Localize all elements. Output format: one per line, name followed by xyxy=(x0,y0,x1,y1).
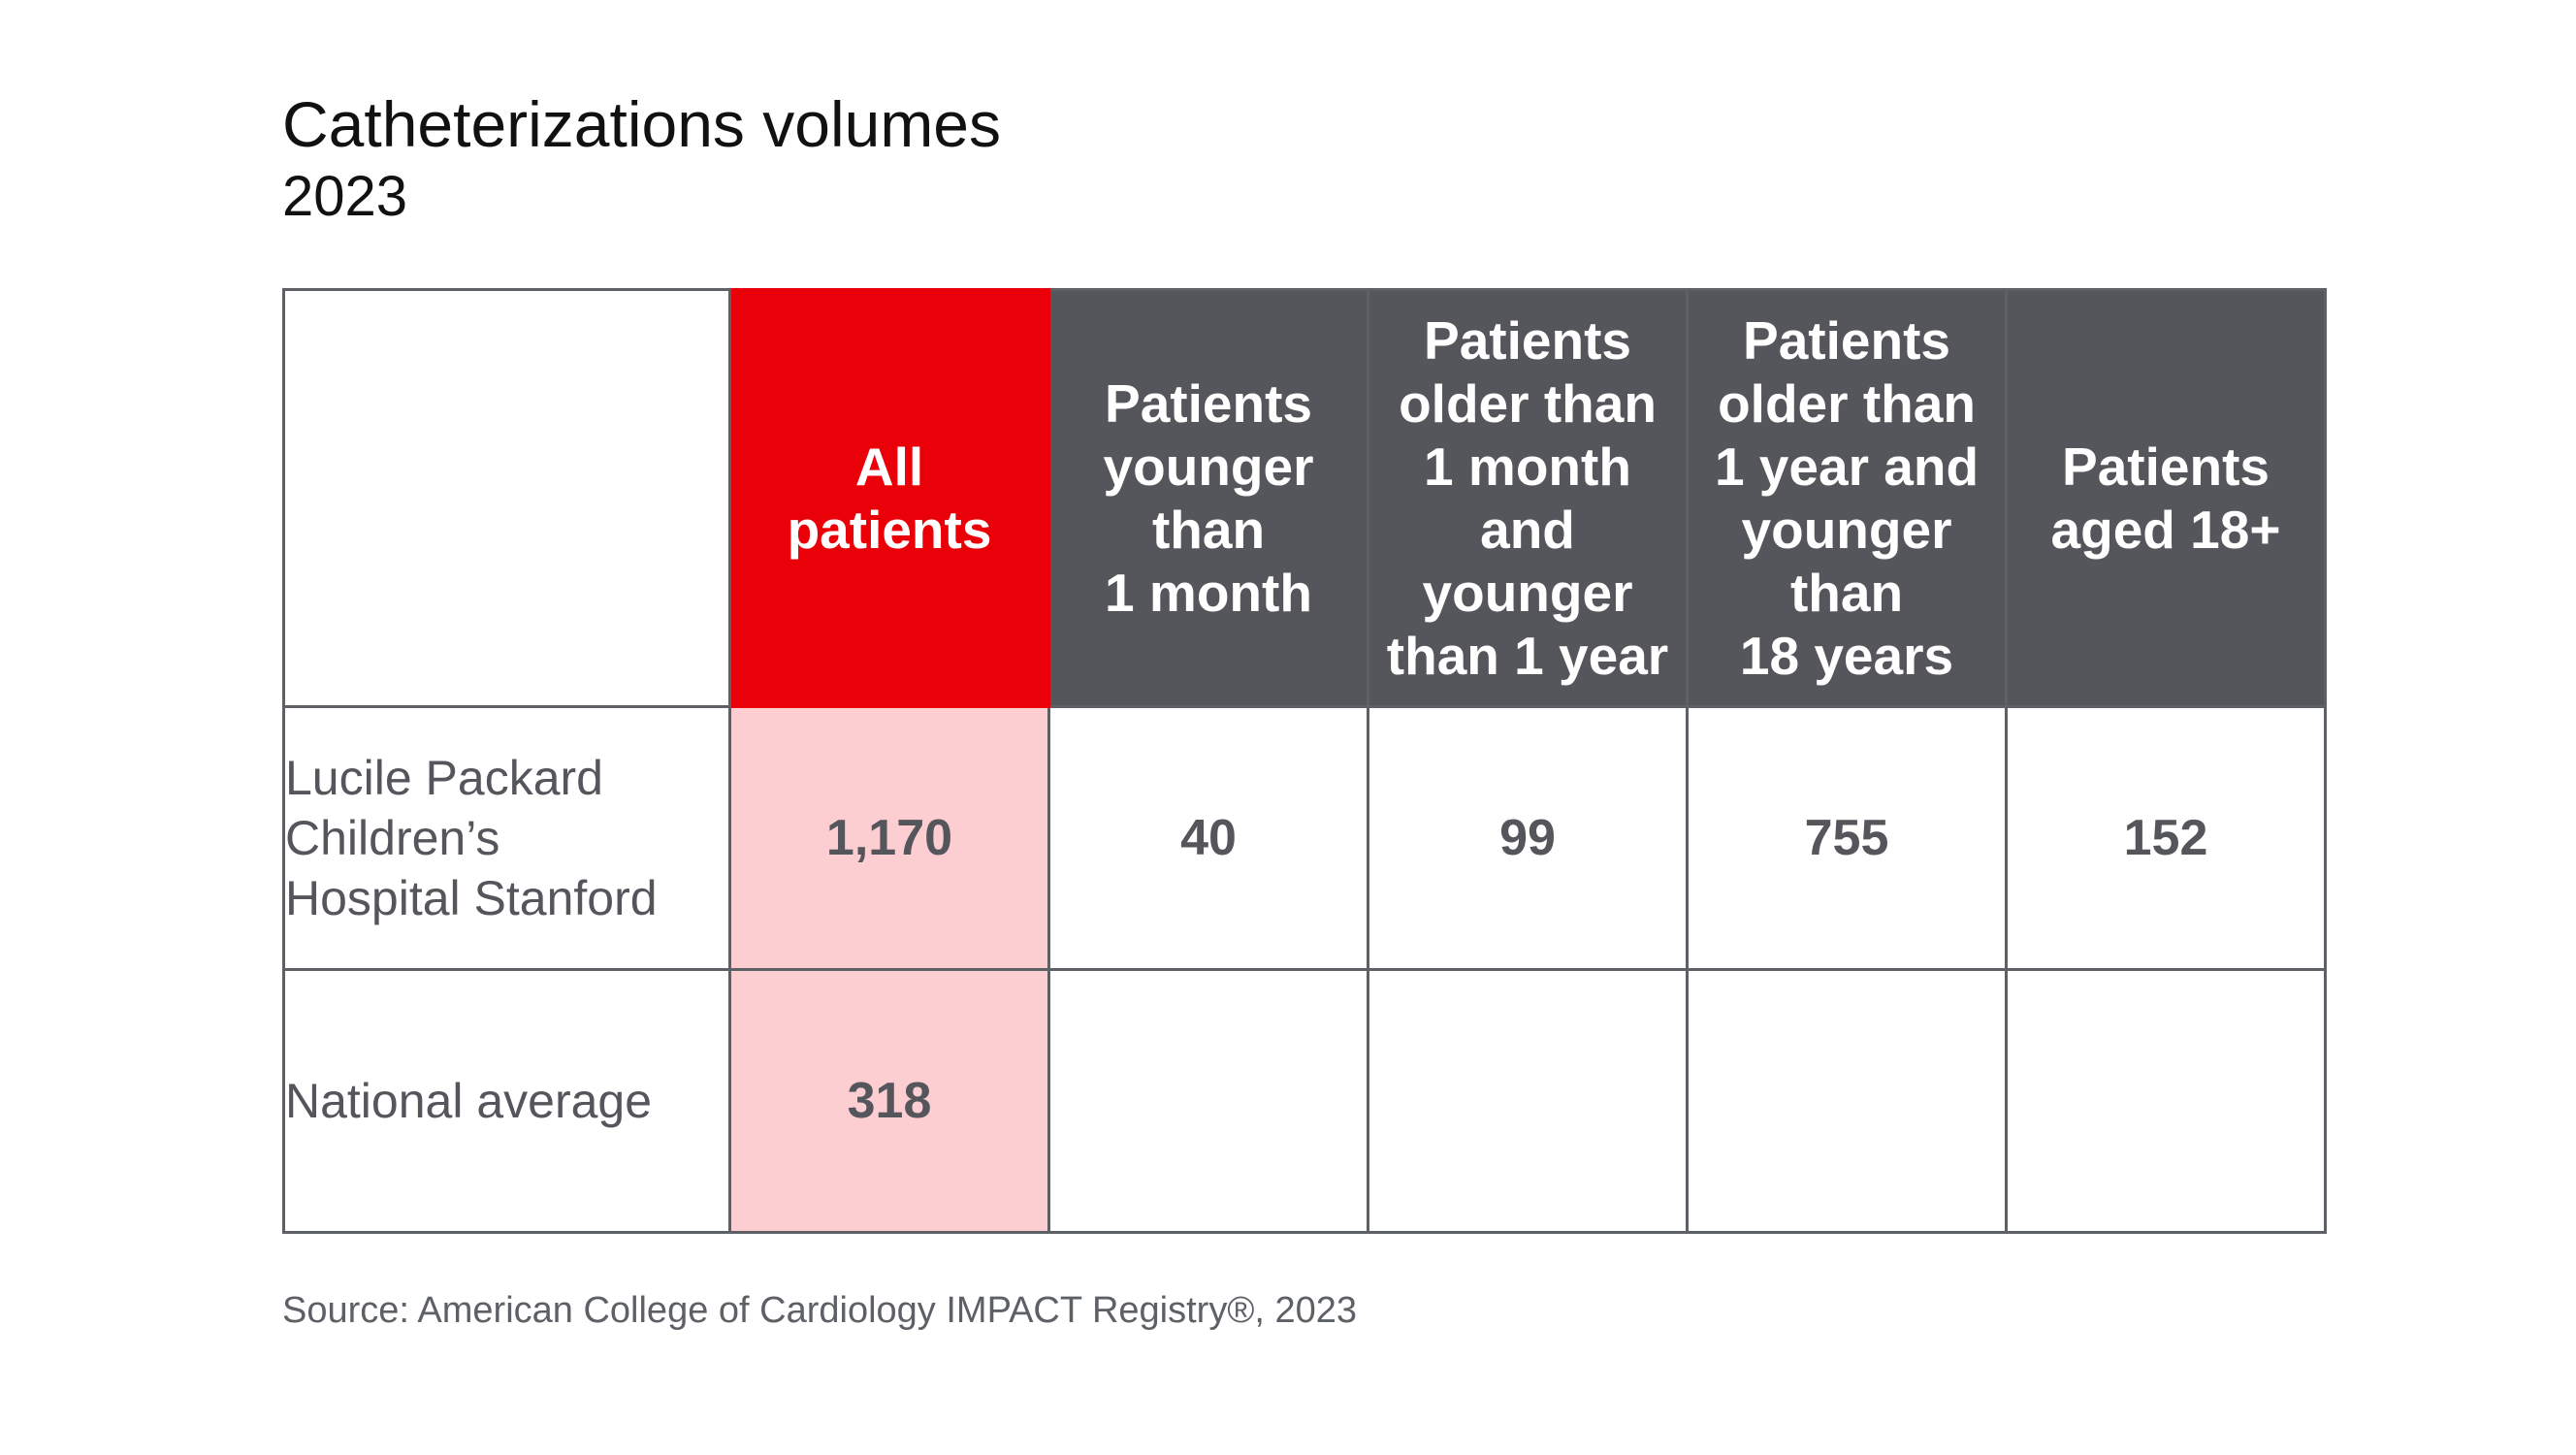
column-header-under-1-month: Patients younger than 1 month xyxy=(1047,288,1369,708)
value-cell: 318 xyxy=(728,968,1050,1234)
value-cell xyxy=(2005,968,2327,1234)
value-cell: 99 xyxy=(1367,705,1689,971)
table-row: National average 318 xyxy=(282,968,2327,1234)
row-label: National average xyxy=(282,968,731,1234)
corner-cell xyxy=(282,288,731,708)
column-header-1-month-to-1-year: Patients older than 1 month and younger … xyxy=(1367,288,1689,708)
value-cell: 152 xyxy=(2005,705,2327,971)
value-cell: 1,170 xyxy=(728,705,1050,971)
source-note: Source: American College of Cardiology I… xyxy=(282,1290,1357,1331)
table-row: Lucile Packard Children’s Hospital Stanf… xyxy=(282,705,2327,971)
column-header-1-to-18-years: Patients older than 1 year and younger t… xyxy=(1686,288,2008,708)
value-cell xyxy=(1686,968,2008,1234)
header-row: All patients Patients younger than 1 mon… xyxy=(282,288,2327,708)
row-label: Lucile Packard Children’s Hospital Stanf… xyxy=(282,705,731,971)
value-cell xyxy=(1047,968,1369,1234)
column-header-all-patients: All patients xyxy=(728,288,1050,708)
value-cell: 40 xyxy=(1047,705,1369,971)
volumes-table: All patients Patients younger than 1 mon… xyxy=(282,288,2327,1234)
title-block: Catheterizations volumes 2023 xyxy=(282,85,1001,231)
chart-title: Catheterizations volumes xyxy=(282,88,1002,160)
column-header-18-plus: Patients aged 18+ xyxy=(2005,288,2327,708)
value-cell: 755 xyxy=(1686,705,2008,971)
value-cell xyxy=(1367,968,1689,1234)
chart-subtitle: 2023 xyxy=(282,165,408,228)
